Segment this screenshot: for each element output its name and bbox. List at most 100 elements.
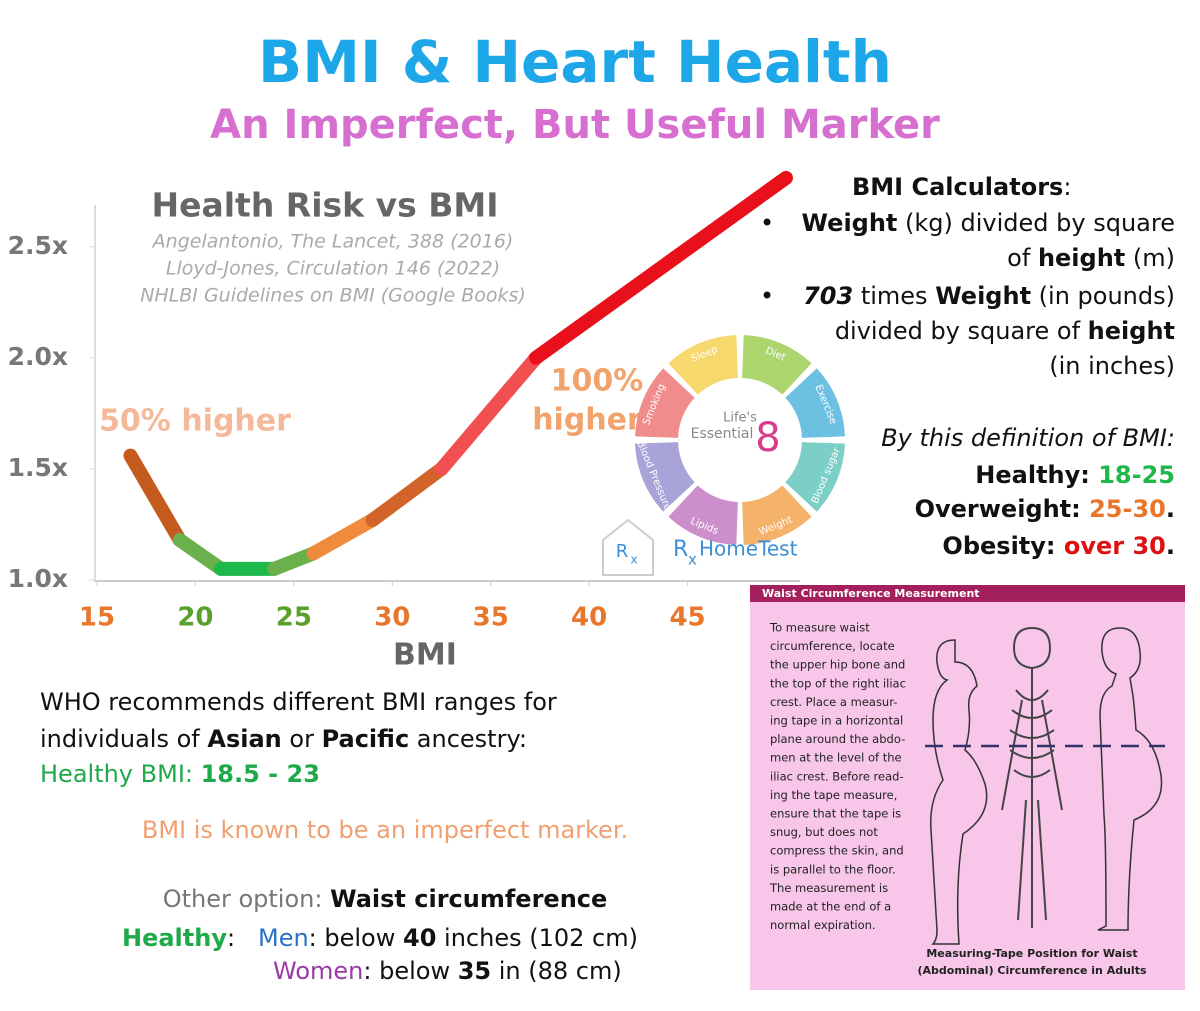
text: Healthy — [122, 924, 227, 952]
rx-text: x — [630, 553, 637, 567]
text: height — [1087, 317, 1175, 345]
line-segment — [123, 448, 187, 548]
line-segment — [365, 461, 449, 528]
text: . — [1165, 532, 1175, 560]
definition-line: Healthy: 18-25 — [975, 461, 1175, 489]
text: ancestry: — [409, 725, 528, 753]
y-tick-label: 1.0x — [8, 564, 68, 593]
line-segment — [306, 513, 380, 561]
who-line: individuals of Asian or Pacific ancestry… — [40, 725, 527, 753]
y-tick-label: 2.5x — [8, 231, 68, 260]
line-segment — [528, 170, 793, 365]
definition-intro: By this definition of BMI: — [881, 424, 1175, 452]
text: 40 — [403, 924, 437, 952]
bullet: • — [760, 209, 775, 237]
bullet: • — [760, 282, 775, 310]
waist-line: Other option: Waist circumference — [0, 885, 770, 913]
calc-line: Weight (kg) divided by square — [802, 209, 1175, 237]
text: of — [1007, 244, 1038, 272]
figure-text: ensure that the tape is — [770, 807, 901, 821]
logo-segment — [742, 485, 812, 545]
calc-line: of height (m) — [1007, 244, 1175, 272]
text: Healthy: — [975, 461, 1099, 489]
text: height — [1037, 244, 1126, 272]
chart-title: Health Risk vs BMI — [151, 186, 498, 225]
figure-bg — [750, 585, 1185, 990]
source: Angelantonio, The Lancet, 388 (2016) — [151, 231, 514, 253]
text: . — [1165, 495, 1175, 523]
text: inches (102 cm) — [436, 924, 638, 952]
title: BMI & Heart Health — [258, 28, 892, 96]
figure-text: the top of the right iliac — [770, 676, 906, 690]
text: : — [1063, 173, 1072, 201]
brand: R — [673, 537, 688, 562]
figure-caption: Measuring-Tape Position for Waist — [926, 947, 1137, 960]
rx-box — [602, 518, 654, 576]
calc-line: (in inches) — [1049, 352, 1175, 380]
text: divided by square of — [834, 317, 1088, 345]
text: : below — [308, 924, 403, 952]
figure-text: circumference, locate — [770, 639, 895, 653]
text: Other option: — [162, 885, 331, 913]
brand: x — [688, 551, 697, 569]
figure-caption: (Abdominal) Circumference in Adults — [917, 964, 1146, 977]
line-segment — [434, 350, 543, 476]
figure-text: iliac crest. Before read- — [770, 769, 904, 783]
waist-figure: Waist Circumference Measurement Measurin… — [750, 585, 1185, 990]
logo-segment — [635, 442, 695, 512]
text: Obesity: — [942, 532, 1064, 560]
x-axis-label: BMI — [393, 638, 457, 673]
text: Women — [273, 957, 364, 985]
x-tick-label: 45 — [669, 603, 705, 633]
calc-line: 703 times Weight (in pounds) — [803, 282, 1175, 310]
logo-text: Essential — [691, 426, 754, 442]
text: times — [853, 282, 936, 310]
text: BMI Calculators — [852, 173, 1064, 201]
logo-segment — [635, 368, 695, 438]
text: in (88 cm) — [491, 957, 622, 985]
x-tick-label: 30 — [374, 603, 410, 633]
figure-text: made at the end of a — [770, 900, 891, 914]
logo: Life's Essential 8 R x R x HomeTest Slee… — [602, 335, 845, 576]
logo-segment — [742, 335, 812, 395]
text: Overweight: — [914, 495, 1090, 523]
x-tick-label: 20 — [177, 603, 213, 633]
figure-text: is parallel to the floor. — [770, 862, 896, 876]
figure-text: compress the skin, and — [770, 844, 904, 858]
text: 18.5 - 23 — [200, 760, 320, 788]
text: Healthy BMI: — [40, 760, 201, 788]
annotation: 50% higher — [99, 404, 291, 439]
logo-number: 8 — [755, 415, 780, 461]
logo-segment — [785, 442, 845, 512]
text: 25-30 — [1089, 495, 1166, 523]
source: NHLBI Guidelines on BMI (Google Books) — [140, 285, 526, 307]
figure-text: ing tape in a horizontal — [770, 714, 903, 728]
logo-segment — [668, 485, 738, 545]
figure-header: Waist Circumference Measurement — [762, 587, 980, 600]
who-line: Healthy BMI: 18.5 - 23 — [40, 760, 320, 788]
calc-heading: BMI Calculators: — [852, 173, 1071, 201]
figure-text: The measurement is — [769, 881, 888, 895]
figure-text: To measure waist — [769, 621, 870, 635]
figure-text: snug, but does not — [770, 825, 878, 839]
figure-text: normal expiration. — [770, 918, 876, 932]
text: Weight — [935, 282, 1032, 310]
text: : below — [363, 957, 458, 985]
figure-text: men at the level of the — [770, 751, 902, 765]
x-tick-label: 40 — [571, 603, 607, 633]
silhouette — [930, 639, 988, 945]
skeleton — [1001, 626, 1063, 928]
imperfect-note: BMI is known to be an imperfect marker. — [141, 816, 629, 844]
text: (in pounds) — [1031, 282, 1175, 310]
figure-header-bg — [750, 585, 1185, 602]
text: Pacific — [321, 725, 410, 753]
text: or — [281, 725, 322, 753]
calc-line: divided by square of height — [835, 317, 1175, 345]
text: (m) — [1125, 244, 1175, 272]
definition-line: Obesity: over 30. — [942, 532, 1175, 560]
source: Lloyd-Jones, Circulation 146 (2022) — [166, 258, 500, 280]
rx-text: R — [616, 541, 629, 562]
annotation: higher — [532, 403, 642, 438]
